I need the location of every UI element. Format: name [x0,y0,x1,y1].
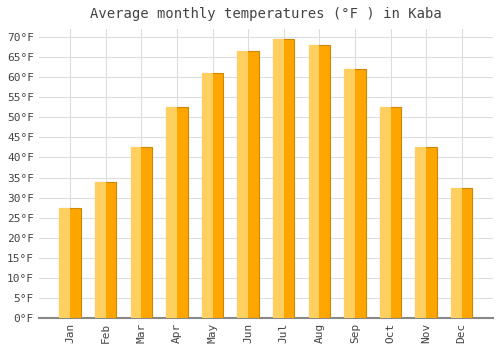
Bar [238,51,259,318]
Bar [166,107,188,318]
Bar [308,45,330,318]
Bar [273,39,294,318]
Bar [380,107,390,318]
Bar [273,39,283,318]
Bar [308,45,320,318]
Bar [344,69,355,318]
Bar [130,147,152,318]
Bar [130,147,141,318]
Bar [60,208,81,318]
Bar [380,107,401,318]
Bar [416,147,437,318]
Bar [451,188,472,318]
Bar [202,73,223,318]
Bar [344,69,366,318]
Bar [95,182,116,318]
Bar [95,182,106,318]
Bar [451,188,462,318]
Bar [238,51,248,318]
Bar [60,208,70,318]
Title: Average monthly temperatures (°F ) in Kaba: Average monthly temperatures (°F ) in Ka… [90,7,442,21]
Bar [202,73,212,318]
Bar [166,107,177,318]
Bar [416,147,426,318]
